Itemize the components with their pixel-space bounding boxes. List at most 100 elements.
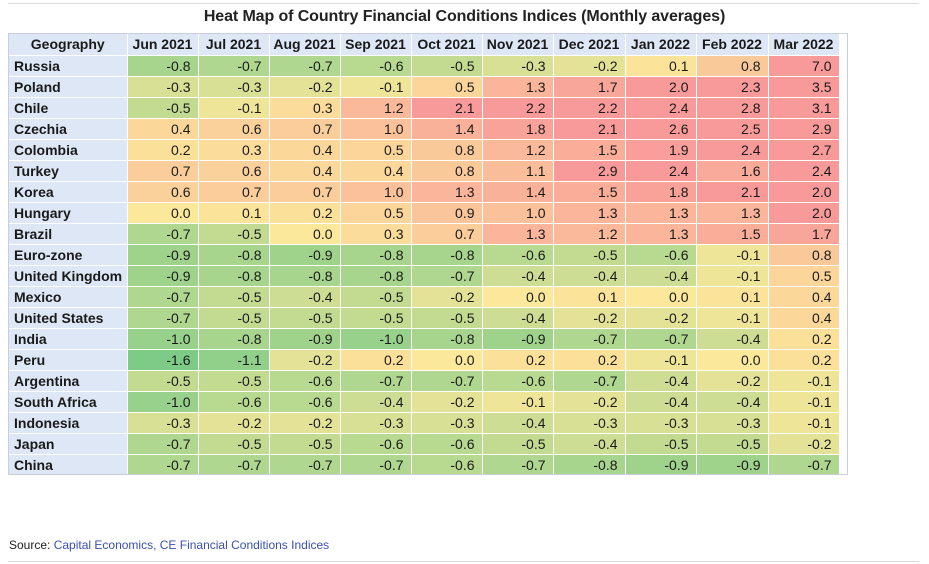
heat-cell: 1.0 xyxy=(340,181,412,203)
heat-cell: -0.6 xyxy=(625,244,697,266)
heat-cell: 1.3 xyxy=(625,223,697,245)
heat-cell: 0.2 xyxy=(482,349,554,371)
heat-cell: 1.3 xyxy=(482,76,554,98)
heat-cell: -0.3 xyxy=(127,412,199,434)
heat-cell: -0.5 xyxy=(198,370,270,392)
heat-cell: 1.5 xyxy=(696,223,769,245)
heat-cell: -0.1 xyxy=(696,307,769,329)
heat-cell: 0.0 xyxy=(269,223,341,245)
heat-cell: 0.5 xyxy=(340,139,412,161)
row-label-poland: Poland xyxy=(9,76,128,98)
row-label-brazil: Brazil xyxy=(9,223,128,245)
heat-cell: -0.9 xyxy=(127,265,199,287)
heat-cell: -0.9 xyxy=(696,454,769,476)
table-row: Argentina -0.5 -0.5 -0.6 -0.7 -0.7 -0.6 -0.7 -0.… xyxy=(9,370,840,392)
heat-cell: -0.8 xyxy=(198,265,270,287)
heat-cell: -0.5 xyxy=(198,433,270,455)
heat-cell: -0.7 xyxy=(340,454,412,476)
heat-cell: -1.1 xyxy=(198,349,270,371)
heat-cell: 2.5 xyxy=(696,118,769,140)
heat-cell: 0.5 xyxy=(411,76,483,98)
column-header-sep-2021: Sep 2021 xyxy=(340,34,412,56)
heat-cell: 1.5 xyxy=(553,181,626,203)
heat-cell: 2.7 xyxy=(768,139,840,161)
heat-cell: -0.5 xyxy=(411,307,483,329)
heat-cell: -0.3 xyxy=(340,412,412,434)
source-note: Source: Capital Economics, CE Financial … xyxy=(9,538,329,552)
heat-cell: -0.7 xyxy=(625,328,697,350)
row-label-indonesia: Indonesia xyxy=(9,412,128,434)
table-row: Peru -1.6 -1.1 -0.2 0.2 0.0 0.2 0.2 -0.1 0.0 0.2 xyxy=(9,349,840,371)
heat-cell: -0.3 xyxy=(625,412,697,434)
heat-cell: -0.7 xyxy=(553,328,626,350)
heat-cell: -0.4 xyxy=(625,370,697,392)
heat-cell: 0.0 xyxy=(625,286,697,308)
heat-cell: 1.2 xyxy=(482,139,554,161)
heat-cell: -0.5 xyxy=(340,286,412,308)
heat-cell: -0.8 xyxy=(198,244,270,266)
table-row: Mexico -0.7 -0.5 -0.4 -0.5 -0.2 0.0 0.1 0.0 0.1 0.… xyxy=(9,286,840,308)
heat-cell: 0.5 xyxy=(768,265,840,287)
heat-cell: 1.0 xyxy=(482,202,554,224)
heat-cell: 2.4 xyxy=(696,139,769,161)
chart-title: Heat Map of Country Financial Conditions… xyxy=(203,8,726,25)
heat-cell: -0.4 xyxy=(553,433,626,455)
heat-cell: 0.5 xyxy=(340,202,412,224)
heat-cell: -0.9 xyxy=(625,454,697,476)
heatmap-body: Russia -0.8 -0.7 -0.7 -0.6 -0.5 -0.3 -0.2 0.1 0.8… xyxy=(9,55,840,476)
heat-cell: 1.2 xyxy=(340,97,412,119)
heat-cell: -0.7 xyxy=(127,223,199,245)
heat-cell: 0.3 xyxy=(340,223,412,245)
heat-cell: 3.5 xyxy=(768,76,840,98)
heat-cell: 1.2 xyxy=(553,223,626,245)
heat-cell: -0.7 xyxy=(768,454,840,476)
table-row: United Kingdom -0.9 -0.8 -0.8 -0.8 -0.7 -0.4 -0… xyxy=(9,265,840,287)
heat-cell: -0.2 xyxy=(411,286,483,308)
heat-cell: -0.1 xyxy=(696,265,769,287)
heat-cell: -0.5 xyxy=(198,223,270,245)
heat-cell: -0.5 xyxy=(411,55,483,77)
heat-cell: -0.2 xyxy=(625,307,697,329)
heat-cell: 7.0 xyxy=(768,55,840,77)
heat-cell: -0.8 xyxy=(553,454,626,476)
table-row: South Africa -1.0 -0.6 -0.6 -0.4 -0.2 -0.1 -0.2… xyxy=(9,391,840,413)
table-row: Korea 0.6 0.7 0.7 1.0 1.3 1.4 1.5 1.8 2.1 2.0 xyxy=(9,181,840,203)
heat-cell: -0.7 xyxy=(269,55,341,77)
heat-cell: -0.4 xyxy=(696,391,769,413)
heat-cell: -0.2 xyxy=(269,412,341,434)
heat-cell: 2.1 xyxy=(696,181,769,203)
row-label-colombia: Colombia xyxy=(9,139,128,161)
source-link[interactable]: Capital Economics, CE Financial Conditio… xyxy=(53,538,330,552)
heat-cell: -0.2 xyxy=(553,307,626,329)
heat-cell: -0.8 xyxy=(127,55,199,77)
heat-cell: 0.4 xyxy=(768,307,840,329)
heat-cell: -0.8 xyxy=(411,244,483,266)
column-header-aug-2021: Aug 2021 xyxy=(269,34,341,56)
table-row: Czechia 0.4 0.6 0.7 1.0 1.4 1.8 2.1 2.6 2.5 2.9 xyxy=(9,118,840,140)
row-label-peru: Peru xyxy=(9,349,128,371)
column-header-nov-2021: Nov 2021 xyxy=(482,34,554,56)
heat-cell: 2.0 xyxy=(768,202,840,224)
heat-cell: 0.4 xyxy=(768,286,840,308)
heat-cell: 2.2 xyxy=(482,97,554,119)
heat-cell: -0.2 xyxy=(411,391,483,413)
heat-cell: 0.0 xyxy=(482,286,554,308)
table-row: Poland -0.3 -0.3 -0.2 -0.1 0.5 1.3 1.7 2.0 2.3 3.5 xyxy=(9,76,840,98)
heat-cell: -0.3 xyxy=(482,55,554,77)
heat-cell: -0.6 xyxy=(411,433,483,455)
heat-cell: -0.5 xyxy=(198,286,270,308)
heat-cell: 0.4 xyxy=(269,160,341,182)
heat-cell: -0.1 xyxy=(625,349,697,371)
heat-cell: -0.7 xyxy=(411,370,483,392)
heat-cell: -1.0 xyxy=(127,391,199,413)
heat-cell: -0.6 xyxy=(340,433,412,455)
heat-cell: 0.7 xyxy=(269,118,341,140)
heat-cell: -0.7 xyxy=(340,370,412,392)
heat-cell: -0.2 xyxy=(198,412,270,434)
heat-cell: 1.4 xyxy=(482,181,554,203)
table-row: Euro-zone -0.9 -0.8 -0.9 -0.8 -0.8 -0.6 -0.5 -0.… xyxy=(9,244,840,266)
heat-cell: -0.5 xyxy=(625,433,697,455)
bottom-divider xyxy=(8,561,919,562)
heat-cell: -0.8 xyxy=(269,265,341,287)
heat-cell: -0.4 xyxy=(625,265,697,287)
